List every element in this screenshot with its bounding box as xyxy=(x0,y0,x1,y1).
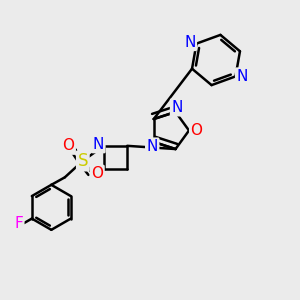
Text: O: O xyxy=(190,123,202,138)
Text: S: S xyxy=(78,152,88,170)
Text: O: O xyxy=(62,138,74,153)
Text: N: N xyxy=(236,69,248,84)
Text: N: N xyxy=(146,139,158,154)
Text: N: N xyxy=(93,137,104,152)
Text: F: F xyxy=(14,217,23,232)
Text: N: N xyxy=(184,34,196,50)
Text: O: O xyxy=(91,166,103,181)
Text: N: N xyxy=(171,100,183,115)
